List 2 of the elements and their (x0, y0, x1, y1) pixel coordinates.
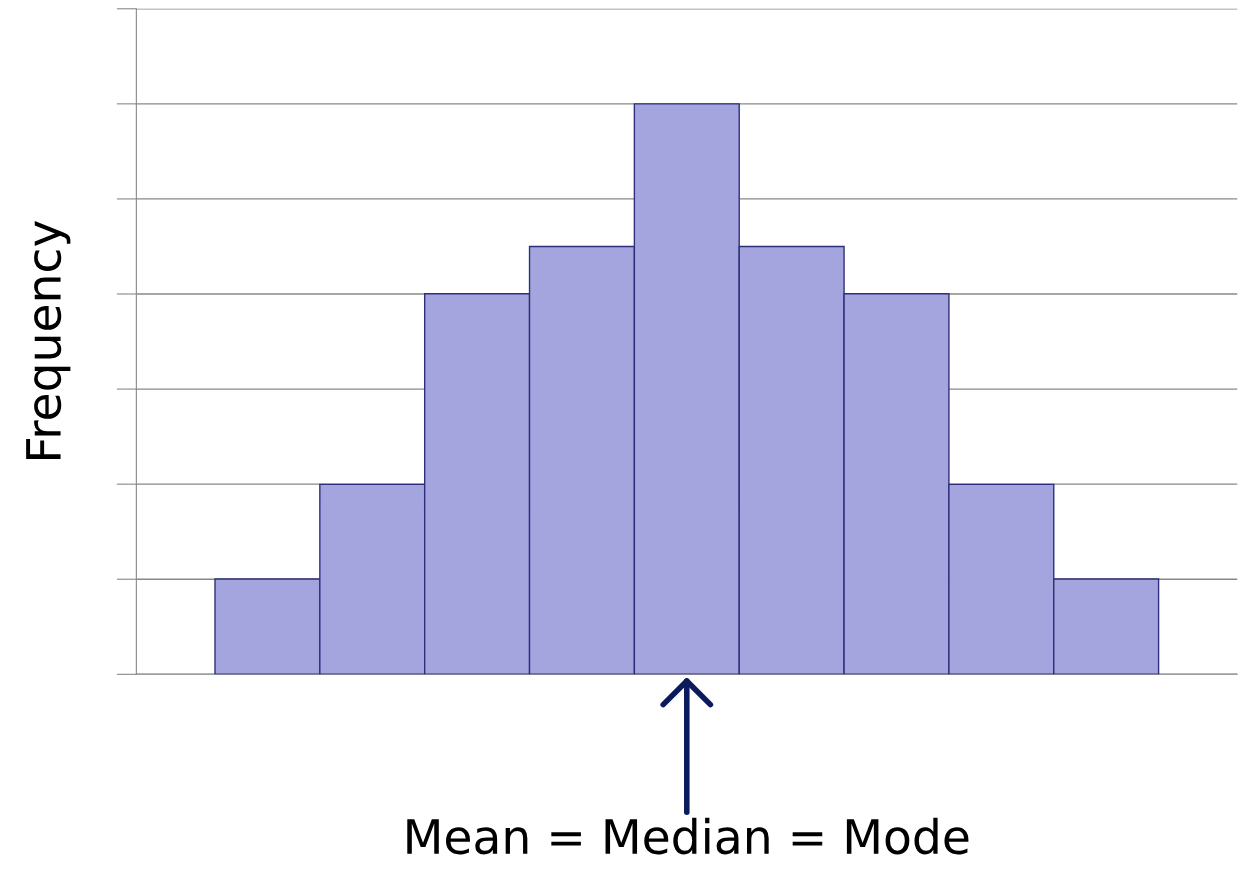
text: Mean = Median = Mode (407, 817, 969, 855)
y-axis-title: Frequency (26, 220, 71, 459)
